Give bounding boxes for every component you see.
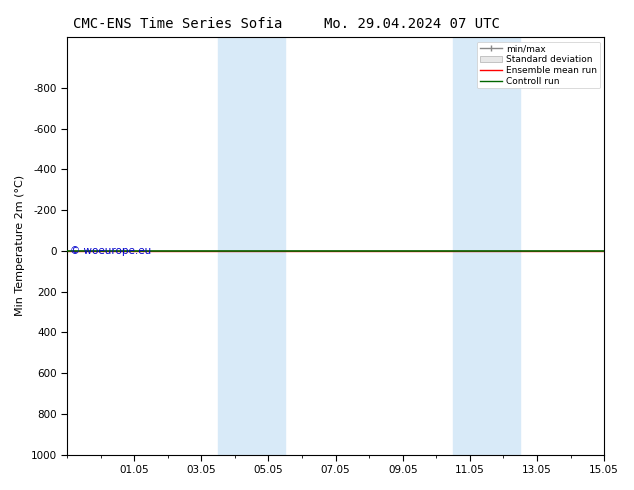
Text: CMC-ENS Time Series Sofia: CMC-ENS Time Series Sofia	[73, 17, 282, 31]
Text: © woeurope.eu: © woeurope.eu	[70, 246, 151, 256]
Y-axis label: Min Temperature 2m (°C): Min Temperature 2m (°C)	[15, 175, 25, 317]
Text: Mo. 29.04.2024 07 UTC: Mo. 29.04.2024 07 UTC	[324, 17, 500, 31]
Bar	[218, 37, 285, 455]
Bar	[453, 37, 521, 455]
Legend: min/max, Standard deviation, Ensemble mean run, Controll run: min/max, Standard deviation, Ensemble me…	[477, 42, 600, 88]
